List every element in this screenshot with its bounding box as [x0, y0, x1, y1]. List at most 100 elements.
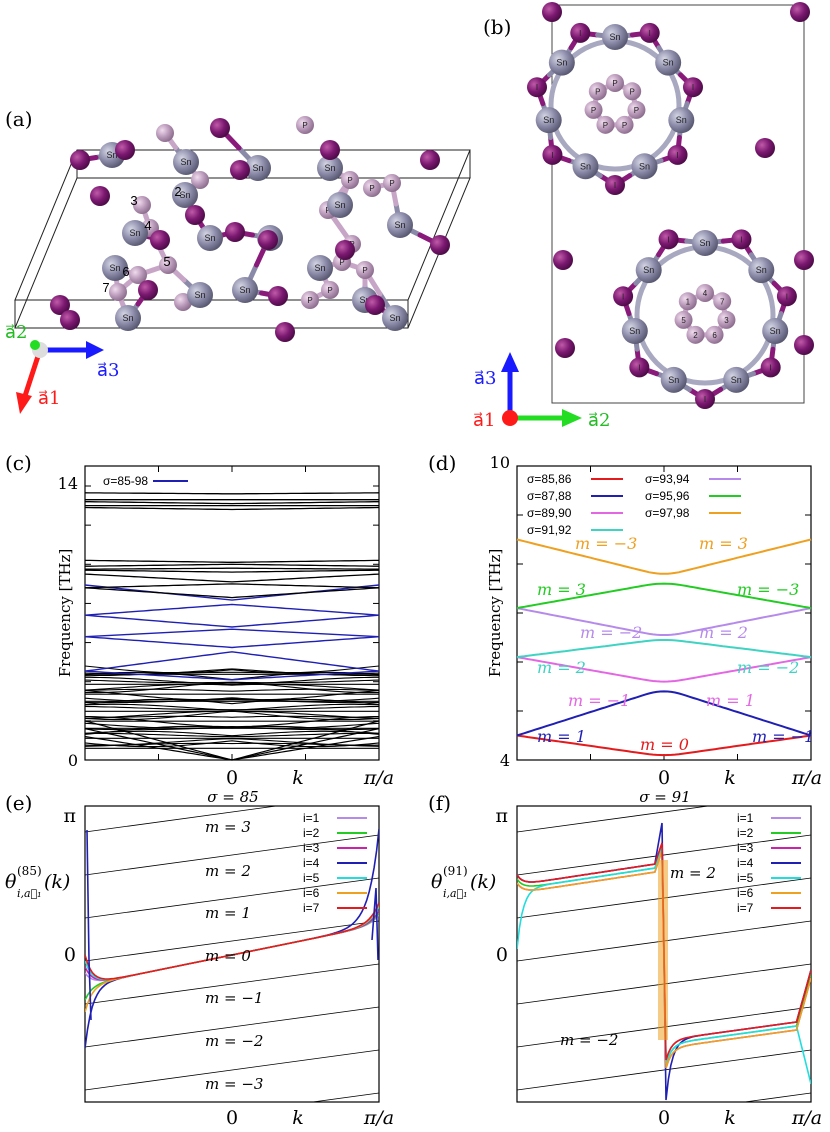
i-atom-b [755, 138, 775, 158]
p-atom-a [159, 256, 177, 274]
blue-band-c [84, 603, 380, 616]
legend-entry: i=1 [303, 811, 320, 825]
svg-text:(k): (k) [44, 871, 70, 893]
p-atom-b: 1 [678, 292, 697, 311]
svg-text:Sn: Sn [643, 265, 654, 275]
legend-entry-d: σ=85,86 [527, 472, 572, 486]
bonds-b [534, 30, 790, 402]
svg-text:(k): (k) [470, 871, 496, 893]
svg-text:Sn: Sn [239, 285, 250, 295]
xlabel-k-e: k [292, 1107, 304, 1129]
svg-text:6: 6 [712, 331, 717, 340]
p-atom-b: 6 [705, 325, 724, 344]
band-d-4 [516, 607, 812, 636]
i-atom-a [185, 205, 205, 225]
xlabel-k-c: k [292, 767, 304, 789]
legend-entry: i=4 [737, 856, 754, 870]
sn-atom-b: Sn [535, 107, 562, 134]
svg-text:P: P [302, 121, 307, 130]
p-atom-a: P [383, 174, 401, 192]
phonon-bands-c [84, 492, 380, 761]
panel-a-label: (a) [5, 107, 33, 131]
svg-text:Sn: Sn [629, 326, 640, 336]
sn-atom-b: Sn [692, 230, 718, 256]
i-atom-a [230, 160, 250, 180]
legend-f: i=1i=2i=3i=4i=5i=6i=7 [737, 811, 801, 915]
i-atom-a [90, 186, 110, 206]
i-atom-a [150, 230, 170, 250]
i-atom-b: I [639, 22, 660, 43]
p-atom-a: P [301, 291, 319, 309]
svg-text:2: 2 [693, 331, 698, 340]
i-atom-b: I [542, 144, 563, 165]
panel-c: (c) σ=85-98 14 0 Frequency [THz] 0 k π/a [5, 451, 394, 789]
m-labels-d: m = −3 m = 3 m = 3 m = −3 m = −2 m = 2 m = 2 m … [537, 534, 814, 754]
i-atom-b: I [760, 357, 781, 378]
m-label-d: m = 2 [699, 623, 748, 642]
legend-text-c: σ=85-98 [103, 474, 148, 488]
p-atom-b: 7 [713, 292, 732, 311]
svg-text:Sn: Sn [756, 265, 767, 275]
title-e: σ = 85 [207, 788, 258, 806]
svg-text:i,a⃗₁: i,a⃗₁ [443, 887, 468, 900]
i-atom-a [258, 230, 278, 250]
legend-entry: i=1 [737, 811, 754, 825]
p-atom-b: 4 [696, 284, 714, 302]
svg-text:Sn: Sn [609, 32, 620, 42]
p-atom-b: 5 [674, 310, 693, 329]
svg-text:7: 7 [720, 297, 725, 306]
m-label-e: m = 0 [205, 947, 251, 965]
sn-atom-a: Sn [122, 220, 148, 246]
sn-atom-a: Sn [387, 212, 413, 238]
legend-entry-d: σ=87,88 [527, 489, 572, 503]
xtick-pi-e: π/a [363, 1107, 394, 1129]
site-numbers-a: 2 34 5 67 [102, 184, 181, 295]
svg-text:Sn: Sn [324, 163, 335, 173]
band-d-6 [516, 538, 812, 575]
ytick-pi-f: π [496, 805, 509, 827]
svg-text:I: I [638, 363, 640, 372]
i-atom-b: I [605, 175, 625, 195]
legend-entry: i=2 [303, 826, 320, 840]
svg-text:P: P [325, 206, 330, 215]
m-labels-e: m = 3 m = 2 m = 1 m = 0 m = −1 m = −2 m = −3 [205, 818, 263, 1093]
legend-entry-d: σ=95,96 [645, 489, 690, 503]
i-atom-b [553, 250, 573, 270]
p-atom-a: P [363, 179, 381, 197]
sn-atom-b: Sn [572, 153, 599, 180]
svg-text:3: 3 [724, 316, 729, 325]
blue-band-c [84, 651, 380, 672]
svg-text:I: I [667, 235, 669, 244]
panel-c-label: (c) [5, 451, 32, 475]
svg-text:P: P [307, 296, 312, 305]
p-atom-b: P [588, 82, 607, 101]
p-atom-a: P [356, 261, 374, 279]
site-number-a: 3 [130, 193, 137, 208]
axes-triad-b: a⃗3 a⃗1 a⃗2 [473, 352, 610, 431]
p-atom-a [156, 124, 174, 142]
xlabel-k-f: k [724, 1107, 736, 1129]
sn-atom-a: Sn [115, 305, 141, 331]
axis-a1-label-a: a⃗1 [38, 388, 60, 409]
ylabel-f: θ (91) i,a⃗₁ (k) [431, 864, 496, 900]
panel-f-label: (f) [428, 791, 451, 815]
ylabel-c: Frequency [THz] [56, 549, 74, 678]
site-number-a: 7 [102, 280, 109, 295]
i-atom-a [138, 280, 158, 300]
sn-atom-a: Sn [232, 277, 258, 303]
band-d-5 [516, 582, 812, 610]
site-number-a: 2 [174, 184, 181, 199]
legend-entry-d: σ=93,94 [645, 472, 690, 486]
axis-a3-label-a: a⃗3 [97, 360, 119, 381]
i-atom-b: I [658, 229, 679, 250]
i-atom-b: I [629, 357, 650, 378]
xtick-pi-f: π/a [791, 1107, 822, 1129]
i-atom-b [790, 2, 810, 22]
svg-text:Sn: Sn [334, 200, 345, 210]
p-atom-a: P [321, 281, 339, 299]
svg-text:Sn: Sn [194, 290, 205, 300]
title-f: σ = 91 [639, 788, 690, 806]
svg-text:P: P [362, 266, 367, 275]
p-atom-a [109, 283, 127, 301]
